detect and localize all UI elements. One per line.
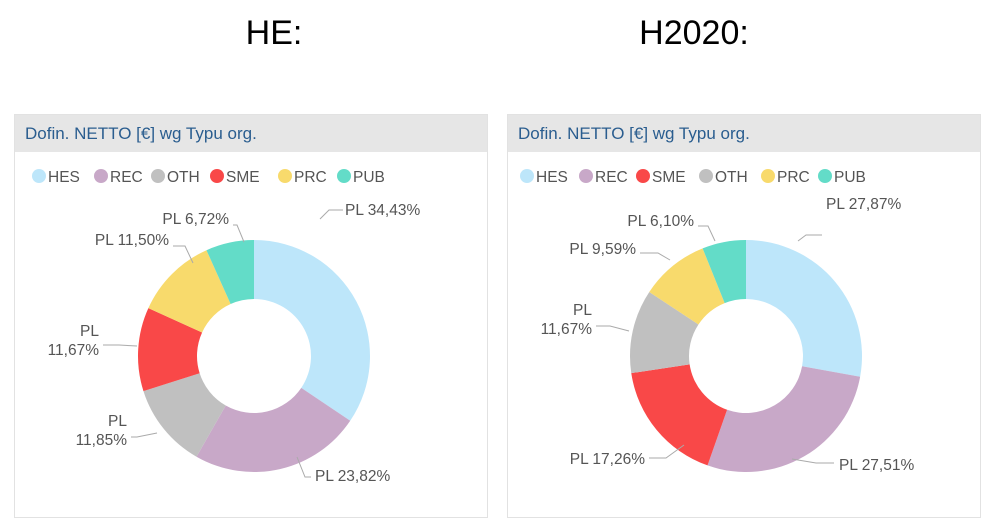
leader-line-hes xyxy=(797,234,822,242)
heading-he: HE: xyxy=(245,14,303,52)
legend-swatch xyxy=(520,169,534,183)
legend-label: HES xyxy=(48,169,80,186)
slice-oth[interactable] xyxy=(143,373,226,457)
slice-rec[interactable] xyxy=(707,366,861,472)
legend-item-prc[interactable]: PRC xyxy=(278,169,327,186)
data-label-oth: 11,85% xyxy=(76,432,128,449)
legend-label: PRC xyxy=(777,169,810,186)
legend-label: PRC xyxy=(294,169,327,186)
legend-label: OTH xyxy=(167,169,200,186)
data-label-hes: PL 27,87% xyxy=(826,196,901,213)
leader-line-sme xyxy=(103,344,138,347)
donut-chart-h2020: HES REC SME OTH PRC PUB PL 27,87% PL 27,51% PL 1… xyxy=(520,169,914,474)
legend-item-prc[interactable]: PRC xyxy=(761,169,810,186)
slice-rec[interactable] xyxy=(196,387,351,472)
legend-item-hes[interactable]: HES xyxy=(520,169,568,186)
data-label-rec: PL 27,51% xyxy=(839,457,914,474)
heading-h2020: H2020: xyxy=(639,14,749,52)
data-label-sme: PL 17,26% xyxy=(570,451,645,468)
legend-swatch xyxy=(579,169,593,183)
chart-panel-he: Dofin. NETTO [€] wg Typu org. HES REC OTH S… xyxy=(14,114,488,518)
chart-title-h2020: Dofin. NETTO [€] wg Typu org. xyxy=(508,115,980,152)
legend-label: OTH xyxy=(715,169,748,186)
legend-item-rec[interactable]: REC xyxy=(94,169,143,186)
data-label-pub: PL 6,72% xyxy=(162,211,229,228)
leader-line-rec xyxy=(791,458,834,464)
slice-hes[interactable] xyxy=(254,240,370,421)
leader-line-hes xyxy=(319,209,343,220)
legend-item-sme[interactable]: SME xyxy=(210,169,260,186)
chart-title-he: Dofin. NETTO [€] wg Typu org. xyxy=(15,115,487,152)
slice-oth[interactable] xyxy=(630,291,699,374)
data-label-prc: PL 9,59% xyxy=(569,241,636,258)
legend-item-rec[interactable]: REC xyxy=(579,169,628,186)
slice-pub[interactable] xyxy=(702,240,746,304)
legend-label: HES xyxy=(536,169,568,186)
legend-swatch xyxy=(818,169,832,183)
legend-swatch xyxy=(94,169,108,183)
chart-panel-h2020: Dofin. NETTO [€] wg Typu org. HES REC SME O… xyxy=(507,114,981,518)
legend-swatch xyxy=(151,169,165,183)
legend-swatch xyxy=(32,169,46,183)
leader-line-pub xyxy=(233,224,245,243)
data-label-pub: PL 6,10% xyxy=(627,213,694,230)
legend-item-pub[interactable]: PUB xyxy=(818,169,866,186)
legend-label: PUB xyxy=(353,169,385,186)
legend-label: REC xyxy=(110,169,143,186)
legend-swatch xyxy=(761,169,775,183)
slice-sme[interactable] xyxy=(631,364,728,466)
legend-swatch xyxy=(699,169,713,183)
leader-line-pub xyxy=(698,225,716,242)
data-label-sme: 11,67% xyxy=(48,342,100,359)
slice-prc[interactable] xyxy=(649,248,725,325)
slice-sme[interactable] xyxy=(138,308,203,392)
leader-line-oth xyxy=(596,325,630,332)
legend-item-pub[interactable]: PUB xyxy=(337,169,385,186)
legend-item-oth[interactable]: OTH xyxy=(151,169,200,186)
legend-label: SME xyxy=(652,169,686,186)
data-label-oth: 11,67% xyxy=(541,321,593,338)
leader-line-prc xyxy=(640,252,671,261)
legend-swatch xyxy=(210,169,224,183)
legend-item-hes[interactable]: HES xyxy=(32,169,80,186)
leader-line-oth xyxy=(131,432,158,438)
slice-prc[interactable] xyxy=(148,250,231,333)
legend-label: REC xyxy=(595,169,628,186)
slice-pub[interactable] xyxy=(206,240,254,305)
legend-swatch xyxy=(636,169,650,183)
data-label-oth: PL xyxy=(573,302,592,319)
legend-swatch xyxy=(337,169,351,183)
leader-line-prc xyxy=(173,245,194,264)
slice-hes[interactable] xyxy=(746,240,862,377)
legend-label: PUB xyxy=(834,169,866,186)
donut-chart-he: HES REC OTH SME PRC PUB PL 34,43% PL 23,82% PL 11… xyxy=(32,169,420,485)
data-label-oth: PL xyxy=(108,413,127,430)
legend-item-oth[interactable]: OTH xyxy=(699,169,748,186)
data-label-sme: PL xyxy=(80,323,99,340)
data-label-rec: PL 23,82% xyxy=(315,468,390,485)
legend-label: SME xyxy=(226,169,260,186)
legend-swatch xyxy=(278,169,292,183)
leader-line-sme xyxy=(649,444,685,459)
leader-line-rec xyxy=(296,456,311,478)
data-label-hes: PL 34,43% xyxy=(345,202,420,219)
data-label-prc: PL 11,50% xyxy=(95,232,169,249)
legend-item-sme[interactable]: SME xyxy=(636,169,686,186)
